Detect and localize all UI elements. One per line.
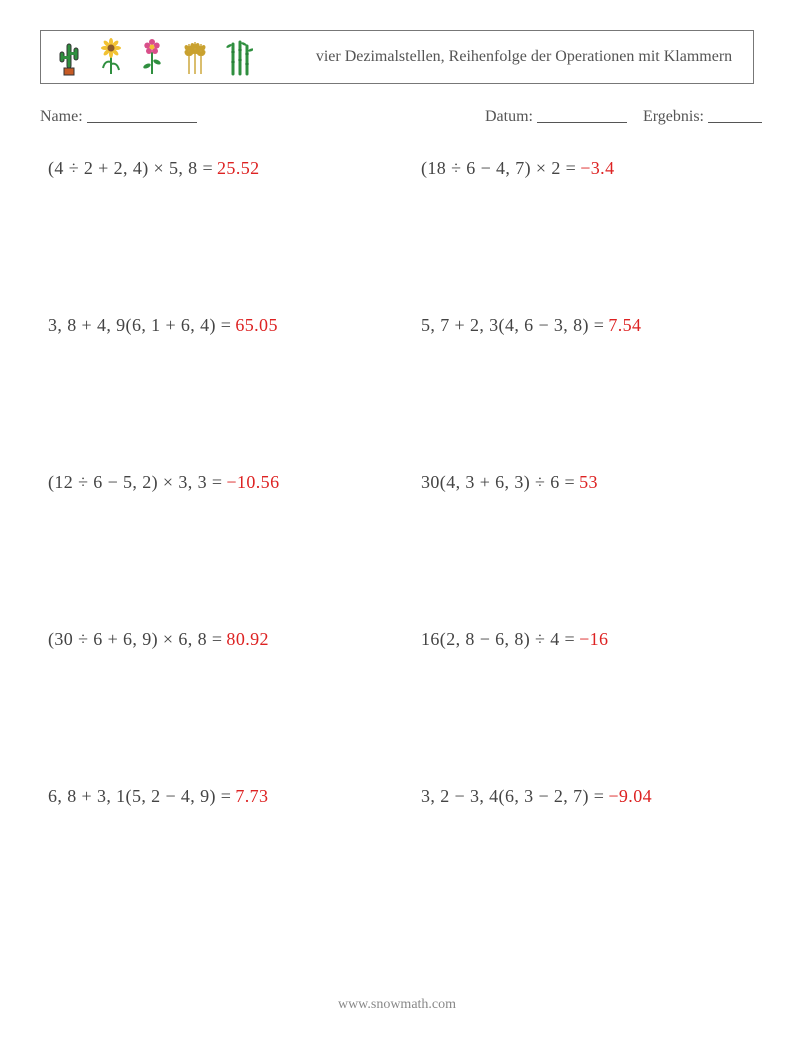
problem-answer: −10.56 (226, 472, 279, 493)
score-label: Ergebnis: (643, 108, 704, 125)
name-blank[interactable] (87, 106, 197, 123)
problem-item: (4 ÷ 2 + 2, 4) × 5, 8 = 25.52 (48, 148, 381, 305)
name-label: Name: (40, 108, 83, 125)
header-box: vier Dezimalstellen, Reihenfolge der Ope… (40, 30, 754, 84)
problem-item: (12 ÷ 6 − 5, 2) × 3, 3 = −10.56 (48, 462, 381, 619)
problem-expression: 16(2, 8 − 6, 8) ÷ 4 = (421, 629, 575, 650)
problem-item: 6, 8 + 3, 1(5, 2 − 4, 9) = 7.73 (48, 776, 381, 933)
problem-expression: (4 ÷ 2 + 2, 4) × 5, 8 = (48, 158, 213, 179)
flower-icon (139, 38, 165, 76)
problem-expression: (12 ÷ 6 − 5, 2) × 3, 3 = (48, 472, 222, 493)
problem-answer: −3.4 (580, 158, 614, 179)
problem-expression: 3, 8 + 4, 9(6, 1 + 6, 4) = (48, 315, 231, 336)
worksheet-title: vier Dezimalstellen, Reihenfolge der Ope… (295, 31, 753, 83)
problem-answer: −9.04 (608, 786, 652, 807)
problem-item: (30 ÷ 6 + 6, 9) × 6, 8 = 80.92 (48, 619, 381, 776)
problem-expression: (30 ÷ 6 + 6, 9) × 6, 8 = (48, 629, 222, 650)
problem-item: 5, 7 + 2, 3(4, 6 − 3, 8) = 7.54 (421, 305, 754, 462)
problem-item: (18 ÷ 6 − 4, 7) × 2 = −3.4 (421, 148, 754, 305)
wheat-icon (181, 38, 209, 76)
problem-item: 3, 2 − 3, 4(6, 3 − 2, 7) = −9.04 (421, 776, 754, 933)
problems-grid: (4 ÷ 2 + 2, 4) × 5, 8 = 25.52 (18 ÷ 6 − … (48, 148, 754, 933)
problem-expression: 6, 8 + 3, 1(5, 2 − 4, 9) = (48, 786, 231, 807)
problem-expression: 3, 2 − 3, 4(6, 3 − 2, 7) = (421, 786, 604, 807)
problem-expression: (18 ÷ 6 − 4, 7) × 2 = (421, 158, 576, 179)
problem-answer: −16 (579, 629, 608, 650)
cactus-icon (55, 38, 83, 76)
score-blank[interactable] (708, 106, 762, 123)
name-field: Name: (40, 104, 485, 126)
date-label: Datum: (485, 108, 533, 125)
problem-item: 30(4, 3 + 6, 3) ÷ 6 = 53 (421, 462, 754, 619)
problem-item: 3, 8 + 4, 9(6, 1 + 6, 4) = 65.05 (48, 305, 381, 462)
meta-row: Name: Datum: Ergebnis: (40, 104, 762, 126)
footer-link: www.snowmath.com (0, 997, 794, 1013)
problem-answer: 53 (579, 472, 598, 493)
problem-answer: 65.05 (235, 315, 278, 336)
date-blank[interactable] (537, 106, 627, 123)
problem-expression: 30(4, 3 + 6, 3) ÷ 6 = (421, 472, 575, 493)
header-icons (41, 31, 295, 83)
problem-answer: 80.92 (226, 629, 269, 650)
worksheet-page: vier Dezimalstellen, Reihenfolge der Ope… (0, 0, 794, 1053)
bamboo-icon (225, 38, 253, 76)
sunflower-icon (99, 38, 123, 76)
problem-answer: 25.52 (217, 158, 260, 179)
problem-expression: 5, 7 + 2, 3(4, 6 − 3, 8) = (421, 315, 604, 336)
problem-item: 16(2, 8 − 6, 8) ÷ 4 = −16 (421, 619, 754, 776)
problem-answer: 7.73 (235, 786, 268, 807)
problem-answer: 7.54 (608, 315, 641, 336)
